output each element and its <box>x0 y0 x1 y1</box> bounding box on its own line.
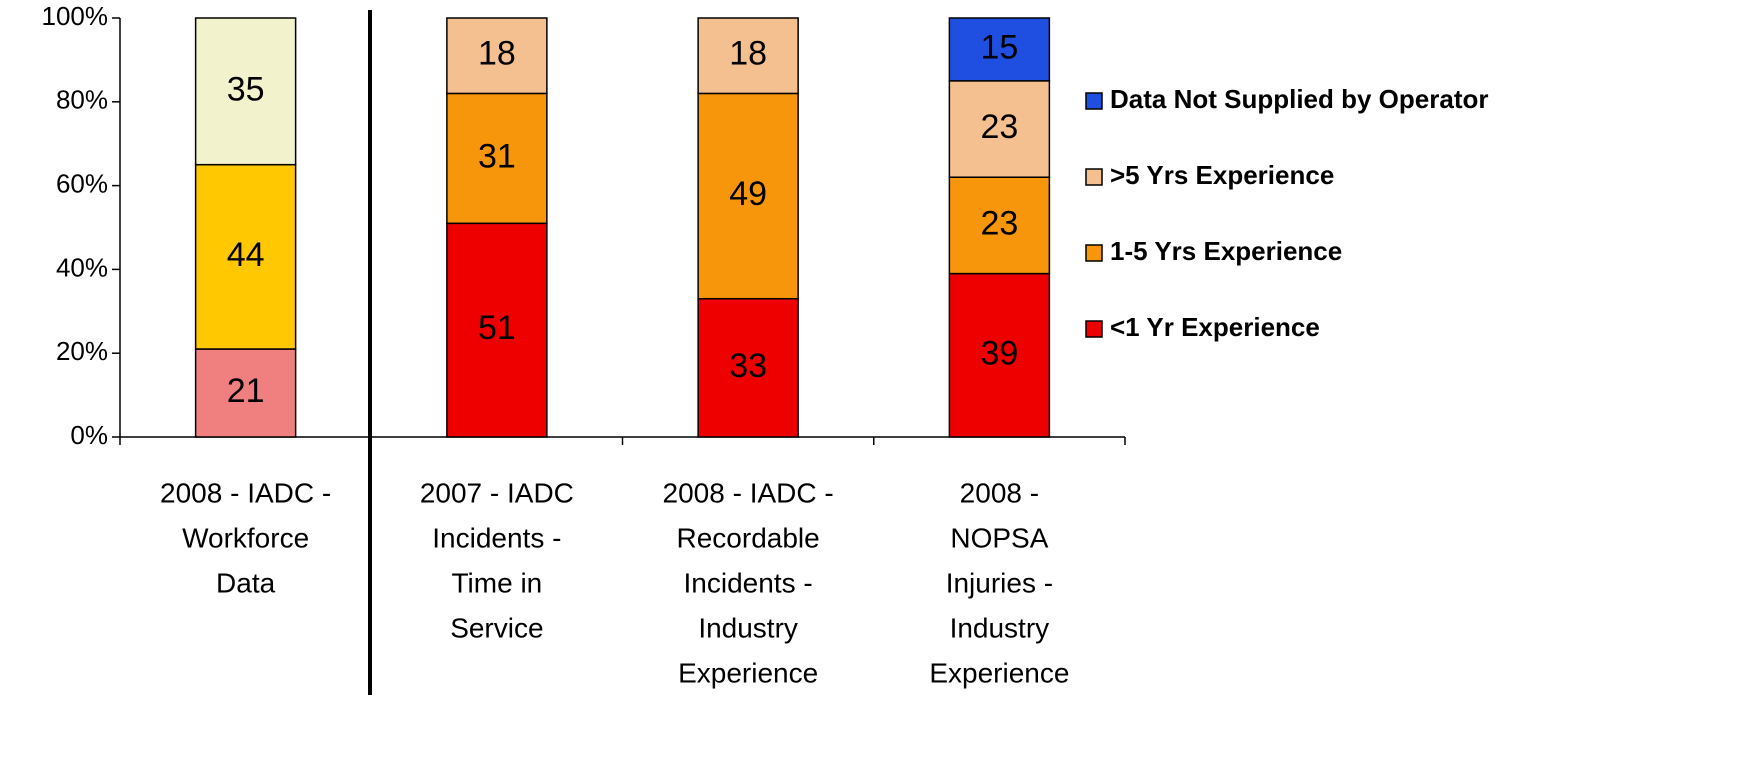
y-tick-label: 80% <box>56 85 108 115</box>
bar-segment <box>446 17 548 95</box>
x-tick-label: Time in <box>451 567 542 598</box>
y-tick-label: 20% <box>56 336 108 366</box>
data-label: 21 <box>227 372 265 410</box>
data-label: 31 <box>478 137 516 175</box>
x-tick-label: Incidents - <box>684 567 813 598</box>
legend-label: 1-5 Yrs Experience <box>1110 236 1342 266</box>
bar-segment <box>948 80 1051 178</box>
legend-swatch <box>1085 168 1103 186</box>
data-label: 49 <box>729 175 767 213</box>
y-tick-label: 60% <box>56 168 108 198</box>
data-label: 39 <box>980 334 1018 372</box>
x-tick-label: 2008 - IADC - <box>160 477 331 508</box>
x-tick-label: 2008 - IADC - <box>663 477 834 508</box>
y-tick-label: 0% <box>70 420 108 450</box>
legend-label: >5 Yrs Experience <box>1110 160 1334 190</box>
x-tick-label: Incidents - <box>432 522 561 553</box>
bar-segment <box>948 272 1051 438</box>
bar-segment <box>948 176 1051 275</box>
x-tick-label: Industry <box>950 612 1050 643</box>
x-tick-label: Experience <box>678 657 818 688</box>
data-label: 23 <box>980 204 1018 242</box>
legend-swatch <box>1085 244 1103 262</box>
x-tick-label: Recordable <box>677 522 820 553</box>
bar-segment <box>194 17 297 166</box>
x-tick-label: Workforce <box>182 522 309 553</box>
bar-segment <box>948 17 1051 82</box>
x-tick-label: 2007 - IADC <box>420 477 574 508</box>
x-tick-label: Industry <box>698 612 798 643</box>
data-label: 18 <box>478 35 516 73</box>
data-label: 51 <box>478 309 516 347</box>
legend-label: Data Not Supplied by Operator <box>1110 84 1489 114</box>
x-tick-label: Service <box>450 612 543 643</box>
bar-segment <box>697 297 799 438</box>
bar-segment <box>194 348 297 438</box>
x-tick-label: NOPSA <box>950 522 1048 553</box>
bar-segment <box>194 163 297 350</box>
y-tick-label: 40% <box>56 252 108 282</box>
legend-swatch <box>1085 320 1103 338</box>
data-label: 35 <box>227 70 265 108</box>
bar-segment <box>697 17 799 95</box>
bar-segment <box>446 92 548 225</box>
data-label: 15 <box>980 28 1018 66</box>
data-label: 23 <box>980 108 1018 146</box>
bar-segment <box>697 92 799 300</box>
y-tick-label: 100% <box>42 1 109 31</box>
legend-label: <1 Yr Experience <box>1110 312 1320 342</box>
data-label: 18 <box>729 35 767 73</box>
legend-swatch <box>1085 92 1103 110</box>
data-label: 44 <box>227 236 265 274</box>
data-label: 33 <box>729 347 767 385</box>
bar-segment <box>446 222 548 438</box>
x-tick-label: Injuries - <box>946 567 1053 598</box>
x-tick-label: 2008 - <box>960 477 1039 508</box>
x-tick-label: Data <box>216 567 276 598</box>
x-tick-label: Experience <box>929 657 1069 688</box>
